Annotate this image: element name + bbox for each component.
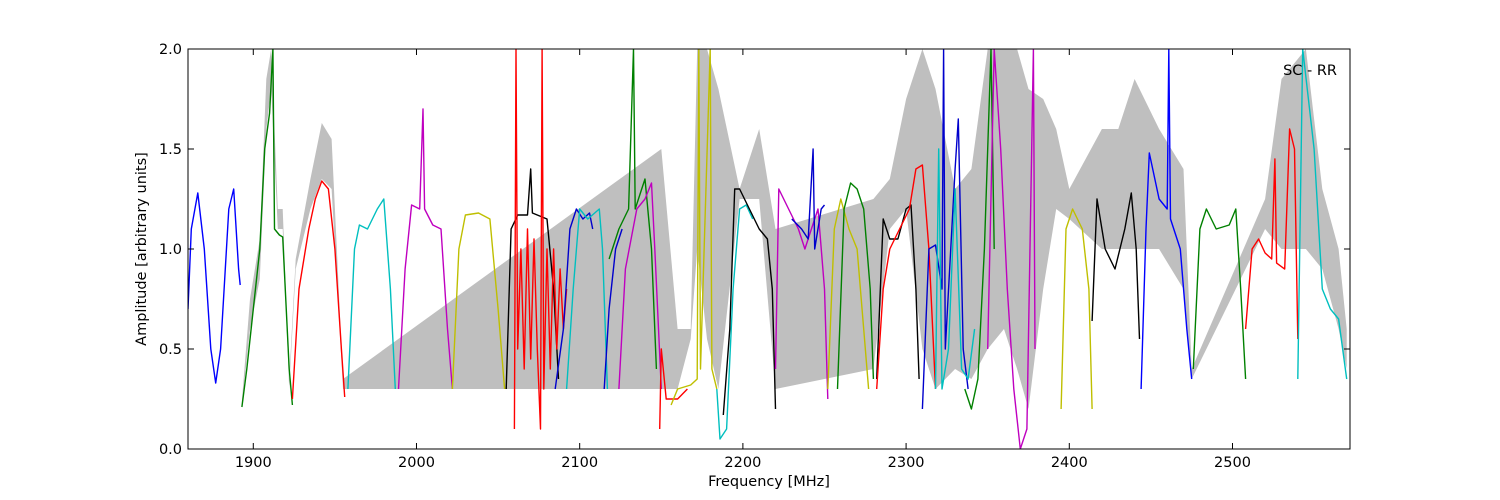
y-tick-label: 2.0 (159, 42, 182, 58)
series-line-26 (964, 49, 995, 410)
y-tick-label: 1.0 (159, 242, 182, 258)
series-line-31 (1192, 208, 1247, 380)
series-line-12 (608, 49, 658, 370)
series-line-27 (987, 49, 1036, 449)
series-line-1 (188, 188, 241, 384)
series-line-10 (565, 208, 609, 390)
x-tick-label: 2500 (1214, 455, 1251, 471)
series-group (188, 49, 1348, 449)
series-line-15 (670, 49, 718, 406)
series-line-17 (722, 188, 777, 416)
series-line-18 (774, 188, 829, 400)
x-tick-label: 2400 (1051, 455, 1088, 471)
envelope-band (241, 49, 1347, 409)
series-line-13 (618, 182, 662, 390)
x-tick-label: 2000 (398, 455, 435, 471)
series-line-11 (603, 228, 623, 390)
series-line-16 (716, 204, 754, 440)
series-line-21 (836, 182, 875, 390)
x-tick-label: 2300 (888, 455, 925, 471)
series-line-29 (1091, 192, 1141, 340)
y-axis-title: Amplitude [arbitrary units] (134, 152, 150, 346)
series-line-33 (1297, 49, 1348, 380)
x-axis: 1900 2000 2100 2200 2300 2400 2500 (235, 49, 1251, 471)
x-tick-label: 1900 (235, 455, 272, 471)
x-tick-label: 2200 (724, 455, 761, 471)
series-line-8 (513, 49, 568, 430)
series-line-9 (554, 208, 594, 390)
series-line-24 (921, 49, 969, 410)
series-line-6 (451, 212, 506, 390)
x-tick-label: 2100 (561, 455, 598, 471)
y-tick-label: 0.0 (159, 442, 182, 458)
series-line-25 (934, 148, 976, 390)
series-line-32 (1244, 128, 1299, 340)
series-line-30 (1140, 49, 1193, 390)
y-tick-label: 0.5 (159, 342, 182, 358)
series-line-28 (1060, 208, 1093, 410)
series-line-5 (397, 108, 454, 390)
series-line-14 (659, 348, 688, 430)
annotation-label: SC - RR (1283, 63, 1337, 79)
series-line-7 (505, 168, 560, 390)
y-axis: 0.0 0.5 1.0 1.5 2.0 (159, 42, 1350, 458)
series-line-20 (827, 198, 870, 390)
x-axis-title: Frequency [MHz] (708, 474, 830, 490)
envelope-area (241, 49, 1347, 409)
series-line-19 (791, 148, 826, 250)
series-line-2 (241, 49, 294, 408)
series-line-3 (291, 180, 346, 400)
series-line-23 (876, 164, 937, 390)
series-line-4 (347, 198, 396, 390)
y-tick-label: 1.5 (159, 142, 182, 158)
